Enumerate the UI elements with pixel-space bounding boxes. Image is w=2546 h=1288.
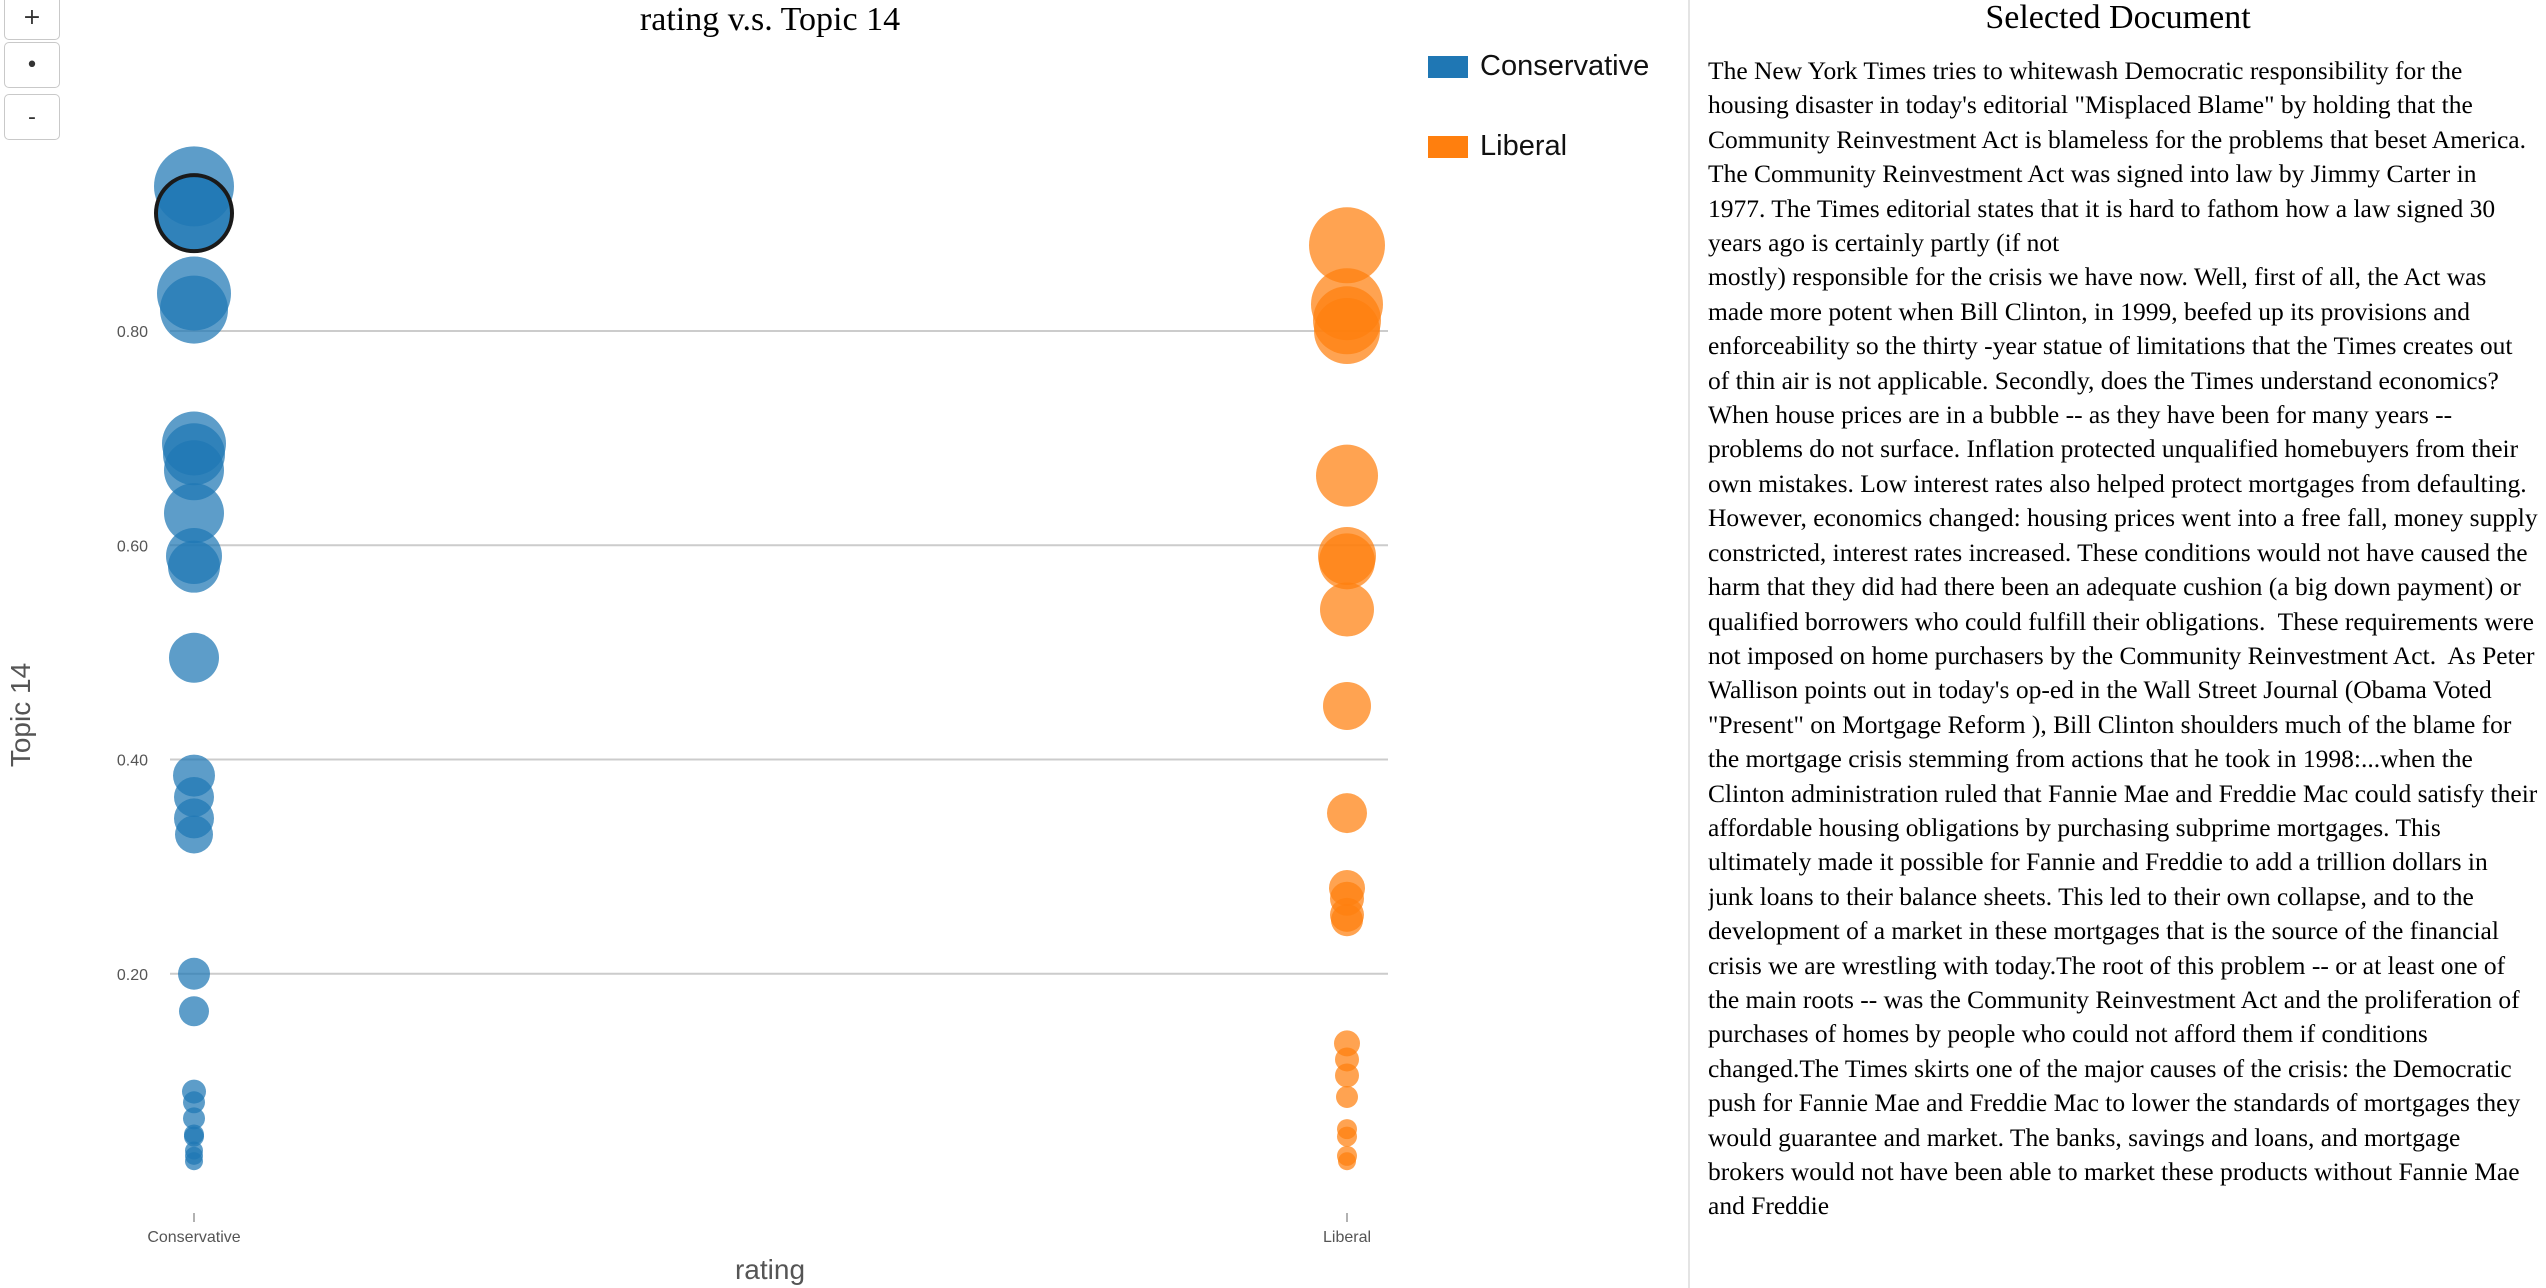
gridlines xyxy=(170,330,1388,975)
conservative-point[interactable] xyxy=(185,1152,203,1171)
liberal-point[interactable] xyxy=(1309,207,1385,284)
liberal-point[interactable] xyxy=(1319,533,1375,590)
conservative-point[interactable] xyxy=(175,815,213,854)
y-axis-ticks: 0.20 0.40 0.60 0.80 xyxy=(117,324,148,984)
liberal-point[interactable] xyxy=(1336,1085,1358,1108)
y-tick-label: 0.80 xyxy=(117,324,148,341)
document-text: The New York Times tries to whitewash De… xyxy=(1708,56,2538,1221)
liberal-point[interactable] xyxy=(1314,298,1380,364)
legend-label: Liberal xyxy=(1480,130,1567,162)
conservative-point[interactable] xyxy=(164,440,224,501)
legend-label: Conservative xyxy=(1480,50,1649,82)
liberal-point[interactable] xyxy=(1338,1152,1356,1171)
liberal-point[interactable] xyxy=(1327,793,1367,834)
x-axis-label: rating xyxy=(735,1254,805,1285)
conservative-point[interactable] xyxy=(168,540,220,593)
y-tick-label: 0.20 xyxy=(117,967,148,984)
zoom-out-button[interactable]: - xyxy=(4,94,60,140)
conservative-point[interactable] xyxy=(160,275,228,344)
conservative-point[interactable] xyxy=(179,996,209,1027)
y-axis-label: Topic 14 xyxy=(5,663,36,767)
selected-point[interactable] xyxy=(154,173,234,254)
x-tick-label: Conservative xyxy=(147,1229,240,1246)
liberal-point[interactable] xyxy=(1316,444,1378,507)
x-axis-ticks: Conservative Liberal xyxy=(147,1213,1371,1246)
conservative-point[interactable] xyxy=(183,1091,205,1114)
x-tick-label: Liberal xyxy=(1323,1229,1371,1246)
legend-swatch xyxy=(1428,136,1468,158)
conservative-point[interactable] xyxy=(184,1126,204,1147)
conservative-point[interactable] xyxy=(178,957,210,990)
liberal-point[interactable] xyxy=(1320,582,1374,637)
zoom-reset-button[interactable]: • xyxy=(4,42,60,88)
y-tick-label: 0.40 xyxy=(117,753,148,770)
conservative-point[interactable] xyxy=(183,1107,205,1130)
zoom-in-button[interactable]: + xyxy=(4,0,60,40)
conservative-point[interactable] xyxy=(164,483,224,544)
scatter-chart: rating v.s. Topic 14 0.20 0.40 0.60 0.80 Co… xyxy=(5,1,1649,1285)
chart-title: rating v.s. Topic 14 xyxy=(640,1,900,38)
conservative-point[interactable] xyxy=(169,632,219,683)
selected-document-panel: Selected Document The New York Times tri… xyxy=(1688,0,2546,1288)
y-tick-label: 0.60 xyxy=(117,538,148,555)
data-points xyxy=(154,146,1385,1171)
legend: Conservative Liberal xyxy=(1428,50,1649,162)
legend-swatch xyxy=(1428,56,1468,78)
liberal-point[interactable] xyxy=(1337,1126,1357,1147)
panel-title: Selected Document xyxy=(1985,0,2251,36)
liberal-point[interactable] xyxy=(1331,904,1363,937)
liberal-point[interactable] xyxy=(1335,1063,1359,1088)
liberal-point[interactable] xyxy=(1323,681,1371,730)
